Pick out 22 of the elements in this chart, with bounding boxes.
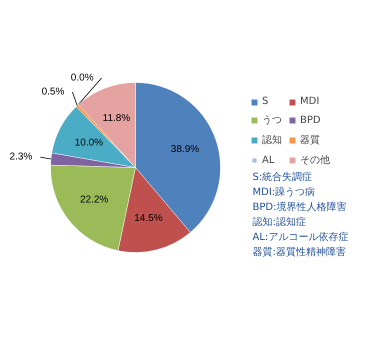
text: 認知:認知症 <box>252 216 306 228</box>
legend-label: S <box>262 96 270 107</box>
legend-label: うつ <box>262 114 282 127</box>
data-label: 11.8% <box>102 112 130 124</box>
data-label: 0.5% <box>42 86 64 98</box>
data-label: 38.9% <box>170 144 200 155</box>
data-label: 2.3% <box>10 152 32 163</box>
legend-label: MDI <box>300 96 320 107</box>
legend-label: BPD <box>300 114 321 126</box>
text: AL:アルコール依存症 <box>252 231 348 243</box>
text: 器質:器質性精神障害 <box>252 246 346 258</box>
legend-label: 器質 <box>300 134 320 147</box>
text: MDI:躁うつ病 <box>252 186 316 198</box>
data-label: 10.0% <box>74 137 104 148</box>
legend-label: AL <box>262 154 276 166</box>
data-label: 14.5% <box>134 213 163 224</box>
legend-label: その他 <box>300 154 330 167</box>
text: S:統合失調症 <box>252 171 312 183</box>
text: BPD:境界性人格障害 <box>252 201 346 213</box>
text: 0.0% <box>70 72 94 84</box>
legend-label: 認知 <box>262 134 282 147</box>
data-label: 22.2% <box>80 194 108 206</box>
